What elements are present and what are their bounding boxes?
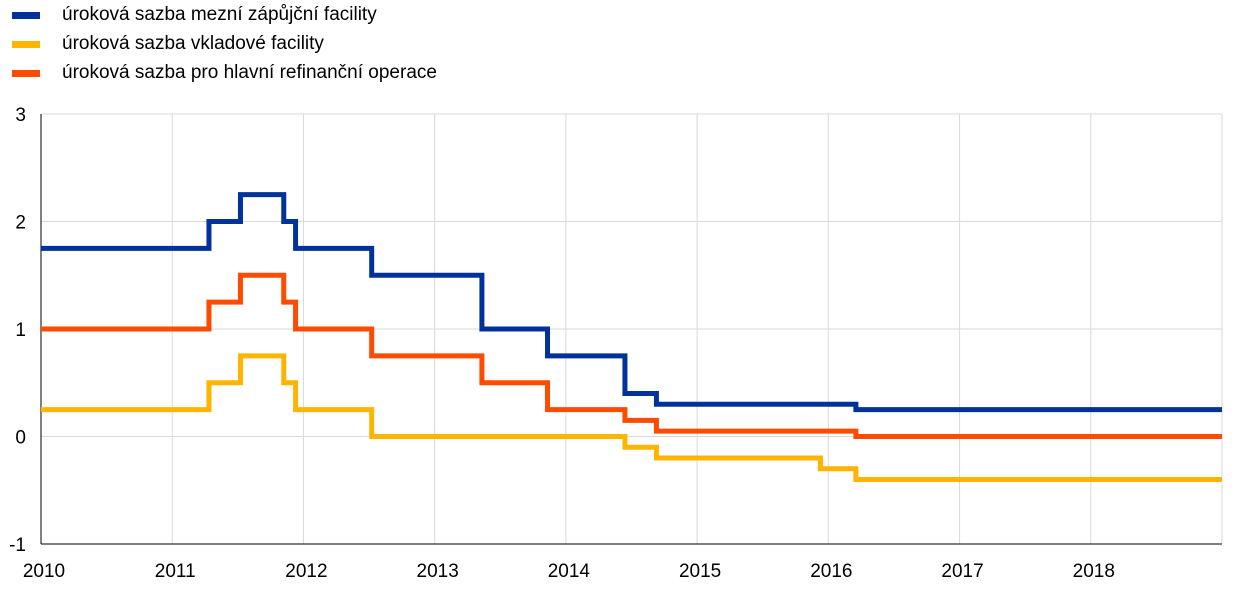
- x-tick-label: 2017: [941, 561, 983, 582]
- legend-swatch-marginal-lending: [12, 12, 40, 19]
- x-tick-label: 2013: [417, 561, 459, 582]
- y-tick-label: 3: [15, 105, 26, 126]
- series-line-marginal-lending: [41, 192, 1222, 413]
- x-tick-label: 2018: [1073, 561, 1115, 582]
- series-line-deposit-facility: [41, 353, 1222, 482]
- legend-swatch-main-refinancing: [12, 70, 40, 77]
- y-tick-label: 0: [15, 428, 26, 449]
- x-tick-label: 2010: [23, 561, 65, 582]
- x-tick-label: 2012: [285, 561, 327, 582]
- x-tick-label: 2014: [548, 561, 591, 582]
- legend-label-deposit-facility: úroková sazba vkladové facility: [62, 33, 324, 54]
- chart-grid: [41, 113, 1223, 544]
- chart-tick-labels: -1 0 1 2 3 2010 2011 2012 2013 2014 2015 2016 2017 20…: [9, 105, 1115, 582]
- x-tick-label: 2011: [155, 561, 196, 582]
- legend-label-marginal-lending: úroková sazba mezní zápůjční facility: [62, 4, 377, 25]
- y-tick-label: 2: [15, 213, 26, 234]
- y-tick-label: 1: [15, 320, 26, 341]
- x-tick-label: 2016: [810, 561, 852, 582]
- y-tick-label: -1: [9, 535, 26, 556]
- legend-label-main-refinancing: úroková sazba pro hlavní refinanční oper…: [62, 62, 437, 83]
- legend-swatch-deposit-facility: [12, 41, 40, 48]
- series-line-main-refinancing: [41, 272, 1222, 439]
- x-tick-label: 2015: [679, 561, 721, 582]
- chart-series: [41, 192, 1222, 482]
